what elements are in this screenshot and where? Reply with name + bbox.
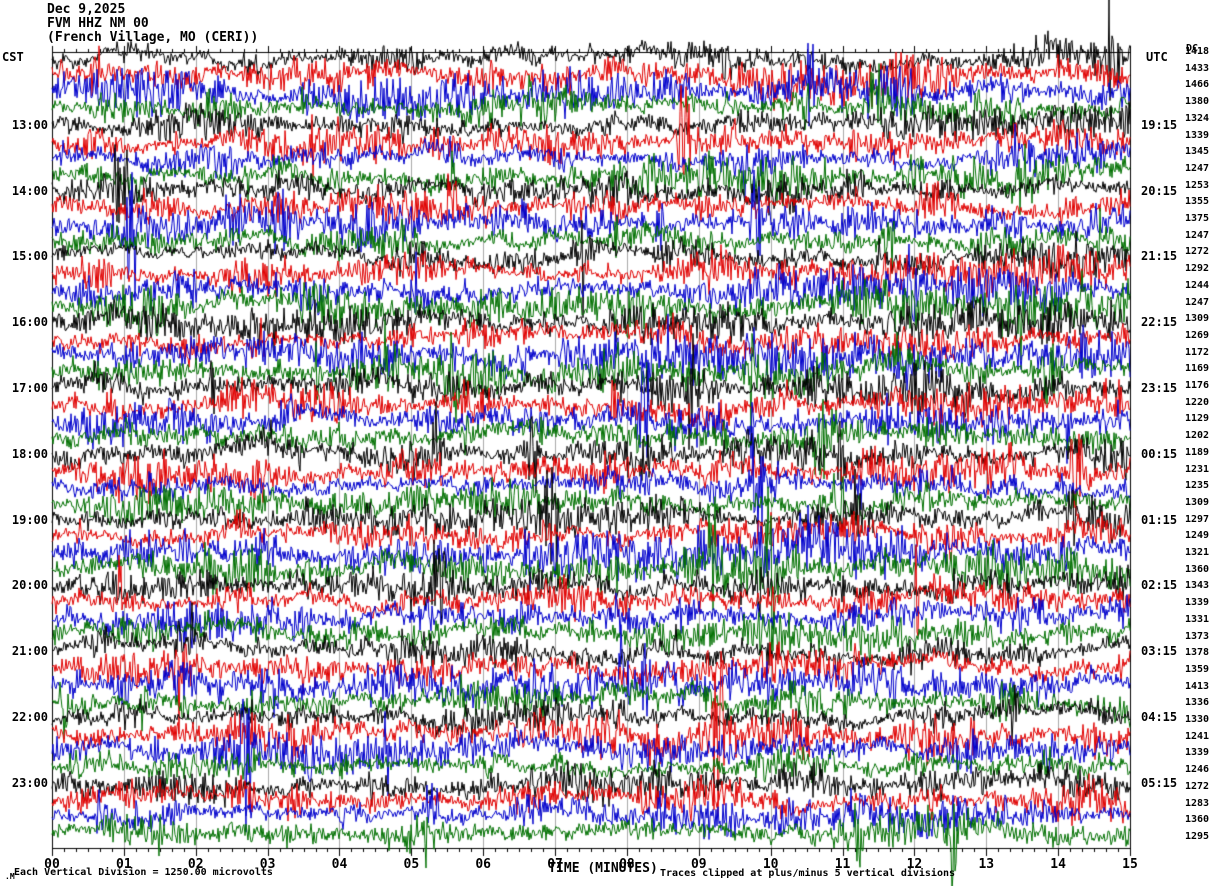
dc-value: 1292 [1185,263,1210,275]
dc-value: 1272 [1185,780,1210,792]
utc-hour-label: 04:15 [1141,710,1178,724]
utc-hour-label: 20:15 [1141,183,1178,198]
utc-hour-label: 22:15 [1141,315,1178,330]
dc-value: 1253 [1185,179,1210,191]
dc-value: 1418 [1185,46,1210,57]
dc-value: 1375 [1185,213,1210,224]
dc-value: 1220 [1185,396,1210,408]
dc-value: 1309 [1185,496,1210,508]
dc-value: 1331 [1185,613,1210,625]
dc-value: 1235 [1185,480,1210,492]
minute-label: 09 [690,857,707,872]
minute-label: 03 [259,857,276,872]
utc-hour-label: 01:15 [1141,512,1178,527]
dc-value: 1343 [1185,580,1210,592]
footer-clip-note: Traces clipped at plus/minus 5 vertical … [660,868,956,879]
dc-value: 1241 [1185,730,1210,742]
cst-hour-label: 15:00 [11,249,48,264]
dc-value: 1339 [1185,129,1210,141]
dc-value: 1330 [1185,714,1210,725]
dc-value: 1202 [1185,430,1210,442]
cst-hour-label: 19:00 [11,512,48,527]
dc-value: 1231 [1185,463,1210,475]
cst-hour-label: 13:00 [11,117,48,132]
cst-hour-label: 14:00 [11,183,48,198]
title-location: (French Village, MO (CERI)) [47,30,259,45]
utc-hour-label: 05:15 [1141,775,1178,790]
minute-label: 02 [187,857,204,872]
footer-scale-note: Each Vertical Division = 1250.00 microvo… [14,867,273,878]
utc-hour-label: 03:15 [1141,644,1178,659]
dc-value: 1433 [1185,62,1210,74]
dc-value: 1413 [1185,680,1210,692]
dc-value: 1169 [1185,363,1210,375]
dc-value: 1339 [1185,747,1210,759]
cst-hour-label: 18:00 [11,446,48,461]
dc-value: 1380 [1185,96,1210,108]
dc-value: 1378 [1185,647,1210,659]
dc-value: 1295 [1185,830,1210,842]
right-axis-label: UTC [1146,50,1168,64]
title-date: Dec 9,2025 [47,2,126,17]
dc-value: 1466 [1185,79,1210,91]
dc-value: 1345 [1185,146,1210,158]
minute-label: 00 [44,857,60,872]
x-axis-title: TIME (MINUTES) [548,861,658,876]
dc-column-header: DC [1186,43,1199,54]
dc-value: 1321 [1185,547,1210,558]
minute-label: 08 [619,857,635,872]
dc-value: 1244 [1185,279,1210,291]
utc-hour-label: 19:15 [1141,117,1178,132]
utc-hour-label: 00:15 [1141,446,1178,461]
minute-label: 04 [331,857,348,872]
minute-label: 13 [978,857,995,872]
cst-hour-label: 17:00 [11,381,48,395]
dc-value: 1355 [1185,196,1210,208]
cst-hour-label: 22:00 [11,710,48,724]
dc-value: 1373 [1185,630,1210,642]
cst-hour-label: 16:00 [11,315,48,330]
dc-value: 1309 [1185,313,1210,325]
minute-label: 05 [403,857,420,872]
corner-mark: .M [5,872,15,881]
utc-hour-label: 21:15 [1141,249,1178,264]
title-station: FVM HHZ NM 00 [47,16,149,31]
dc-value: 1172 [1185,346,1210,358]
dc-value: 1249 [1185,530,1210,542]
dc-value: 1360 [1185,814,1210,826]
minute-label: 07 [547,857,563,872]
dc-value: 1324 [1185,112,1210,124]
left-axis-label: CST [2,50,24,64]
dc-value: 1339 [1185,597,1210,609]
dc-value: 1297 [1185,513,1210,525]
dc-value: 1272 [1185,246,1210,258]
minute-label: 11 [834,857,851,872]
dc-value: 1176 [1185,380,1210,391]
utc-hour-label: 23:15 [1141,381,1178,395]
minute-label: 14 [1050,857,1066,872]
dc-value: 1129 [1185,413,1210,425]
dc-value: 1247 [1185,162,1210,174]
cst-hour-label: 21:00 [11,644,48,659]
dc-value: 1360 [1185,563,1210,575]
dc-value: 1247 [1185,229,1210,241]
dc-value: 1359 [1185,663,1210,675]
minute-label: 01 [116,857,132,872]
dc-value: 1246 [1185,764,1210,776]
minute-label: 06 [475,857,492,872]
cst-hour-label: 23:00 [11,775,48,790]
dc-value: 1336 [1185,697,1210,709]
dc-value: 1283 [1185,797,1210,809]
minute-label: 12 [906,857,923,872]
dc-value: 1247 [1185,296,1210,308]
dc-value: 1189 [1185,446,1210,458]
utc-hour-label: 02:15 [1141,578,1178,593]
cst-hour-label: 20:00 [11,578,48,593]
minute-label: 10 [762,857,779,872]
minute-label: 15 [1122,857,1138,872]
dc-value: 1269 [1185,329,1210,341]
